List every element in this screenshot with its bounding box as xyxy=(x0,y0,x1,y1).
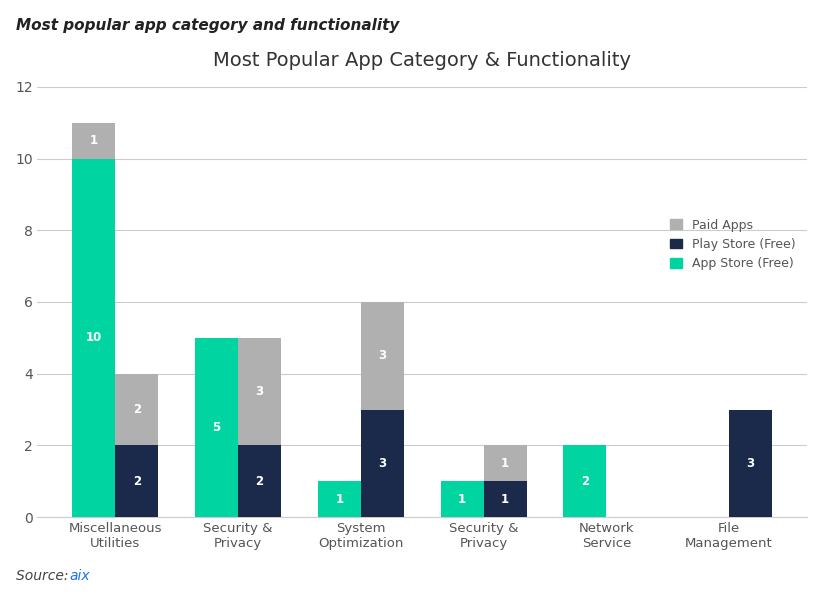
Bar xyxy=(115,374,159,445)
Bar xyxy=(361,409,404,517)
Text: 2: 2 xyxy=(581,475,589,488)
Bar xyxy=(195,338,238,517)
Bar xyxy=(483,481,527,517)
Bar xyxy=(72,159,115,517)
Text: Source:: Source: xyxy=(16,569,73,583)
Text: 1: 1 xyxy=(335,493,344,505)
Text: 1: 1 xyxy=(501,493,509,505)
Text: 5: 5 xyxy=(213,421,221,434)
Legend: Paid Apps, Play Store (Free), App Store (Free): Paid Apps, Play Store (Free), App Store … xyxy=(665,213,801,275)
Bar xyxy=(238,445,281,517)
Text: 1: 1 xyxy=(458,493,466,505)
Bar xyxy=(72,123,115,159)
Text: 3: 3 xyxy=(256,385,264,398)
Text: 2: 2 xyxy=(256,475,264,488)
Text: 2: 2 xyxy=(133,403,141,416)
Text: 3: 3 xyxy=(378,349,386,362)
Bar xyxy=(729,409,772,517)
Text: 1: 1 xyxy=(90,134,98,147)
Text: 3: 3 xyxy=(746,457,755,470)
Bar xyxy=(318,481,361,517)
Text: 1: 1 xyxy=(501,457,509,470)
Bar xyxy=(115,445,159,517)
Bar xyxy=(361,302,404,409)
Bar xyxy=(563,445,607,517)
Bar xyxy=(238,338,281,445)
Text: aix: aix xyxy=(70,569,90,583)
Bar xyxy=(483,445,527,481)
Text: 2: 2 xyxy=(133,475,141,488)
Text: 10: 10 xyxy=(85,331,102,344)
Title: Most Popular App Category & Functionality: Most Popular App Category & Functionalit… xyxy=(213,51,631,70)
Text: 3: 3 xyxy=(378,457,386,470)
Bar xyxy=(441,481,483,517)
Text: Most popular app category and functionality: Most popular app category and functional… xyxy=(16,18,399,33)
